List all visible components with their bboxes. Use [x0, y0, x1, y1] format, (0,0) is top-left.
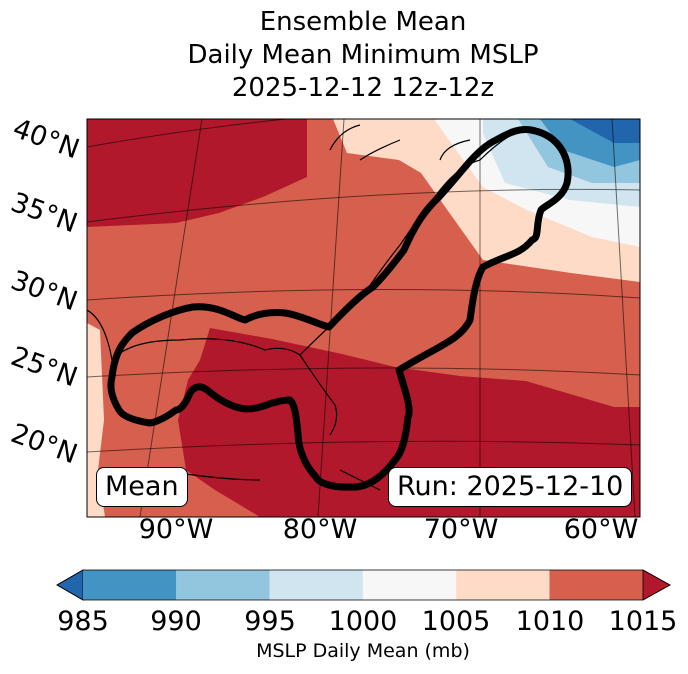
colorbar-tick: 985: [57, 606, 109, 637]
run-label-box: Run: 2025-12-10: [388, 467, 633, 507]
title-line-3: 2025-12-12 12z-12z: [231, 73, 495, 103]
field-1010-1015-north: [87, 119, 307, 227]
title-line-1: Ensemble Mean: [259, 7, 467, 37]
colorbar-tick: 1010: [515, 606, 585, 637]
colorbar: [56, 569, 671, 601]
colorbar-segment-1005-1010: [456, 570, 550, 600]
colorbar-tick: 995: [244, 606, 296, 637]
colorbar-tick: 1015: [608, 606, 678, 637]
colorbar-tick: 990: [150, 606, 202, 637]
colorbar-segment-995-1000: [269, 570, 363, 600]
colorbar-extend-high: [642, 569, 671, 601]
colorbar-tick: 1005: [421, 606, 491, 637]
map-frame: [86, 118, 641, 518]
colorbar-segment-1000-1005: [362, 570, 457, 600]
field-1000-1005-west: [87, 323, 105, 517]
colorbar-extend-low: [56, 569, 84, 601]
title-line-2: Daily Mean Minimum MSLP: [187, 40, 539, 70]
colorbar-segment-985-990: [83, 570, 177, 600]
field-below-980: [570, 119, 640, 143]
lon-label-90w: 90°W: [138, 514, 214, 545]
colorbar-segment-1010-1015: [549, 570, 643, 600]
colorbar-tick: 1000: [328, 606, 398, 637]
lon-label-70w: 70°W: [423, 514, 499, 545]
mean-label-box: Mean: [96, 467, 188, 507]
lon-label-80w: 80°W: [282, 514, 358, 545]
contour-line: [107, 126, 572, 491]
lon-label-60w: 60°W: [563, 514, 639, 545]
colorbar-segment-990-995: [176, 570, 270, 600]
colorbar-label: MSLP Daily Mean (mb): [256, 640, 470, 662]
